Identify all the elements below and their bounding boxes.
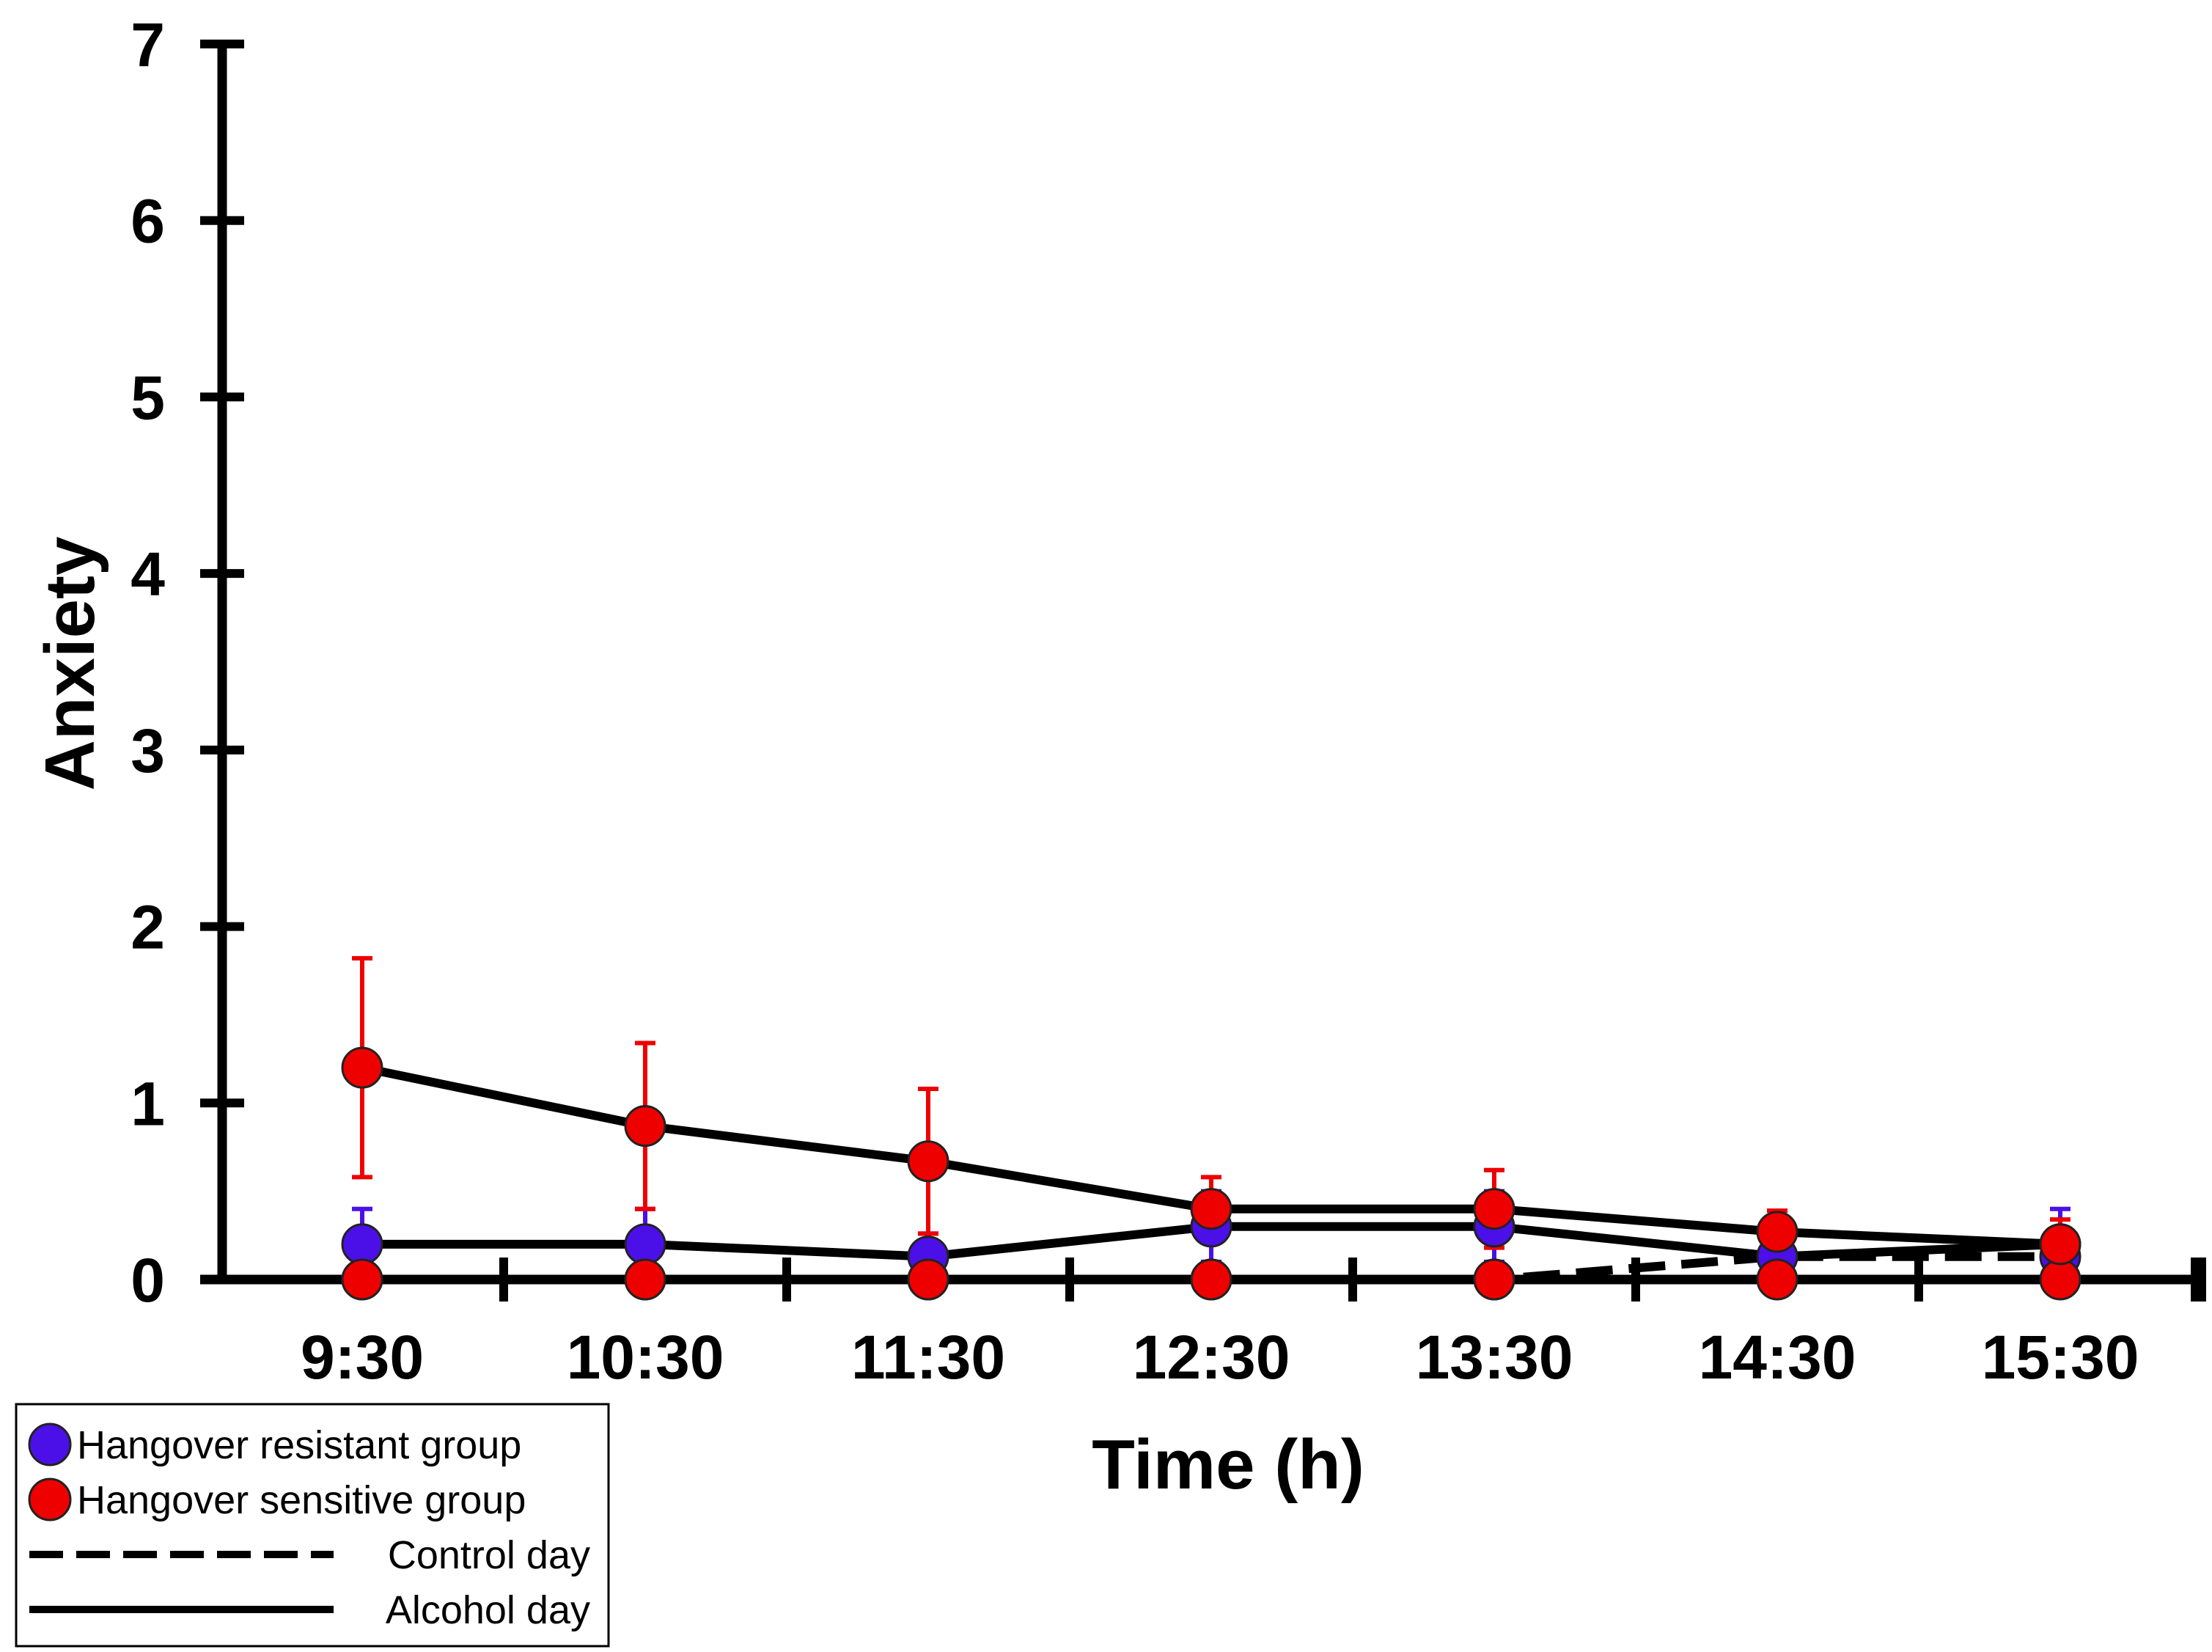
data-point-sensitive: [1473, 1188, 1515, 1230]
legend-label: Hangover sensitive group: [77, 1478, 526, 1522]
data-point-sensitive: [1756, 1258, 1798, 1301]
x-tick-label: 14:30: [1699, 1323, 1856, 1392]
data-point-sensitive: [907, 1258, 949, 1301]
y-axis-title: Anxiety: [31, 537, 109, 791]
y-tick-label: 0: [131, 1246, 165, 1315]
legend: Hangover resistant group Hangover sensiti…: [15, 1403, 610, 1648]
legend-marker: [28, 1477, 72, 1521]
legend-marker: [28, 1422, 72, 1466]
axis-labels: Anxiety Time (h): [31, 537, 1364, 1504]
data-point-sensitive: [624, 1105, 666, 1148]
data-point-sensitive: [1190, 1188, 1232, 1230]
x-tick-label: 10:30: [567, 1323, 724, 1392]
data-point-sensitive: [1190, 1258, 1232, 1301]
data-point-sensitive: [624, 1258, 666, 1301]
x-tick-label: 15:30: [1982, 1323, 2139, 1392]
x-tick-label: 13:30: [1416, 1323, 1573, 1392]
y-tick-label: 7: [131, 10, 165, 79]
legend-label: Hangover resistant group: [77, 1423, 521, 1467]
y-tick-label: 3: [131, 716, 165, 785]
data-point-sensitive: [2039, 1258, 2081, 1301]
x-axis-title: Time (h): [1092, 1425, 1364, 1504]
axes: 0 1 2 3 4 5 6 7 9:30 10:30 11:30 12:30 13:30 14:30 15:…: [131, 10, 2206, 1392]
y-tick-label: 6: [131, 187, 165, 256]
data-point-sensitive: [2039, 1223, 2081, 1266]
legend-label: Alcohol day: [386, 1588, 590, 1632]
x-tick-label: 12:30: [1133, 1323, 1290, 1392]
y-tick-label: 1: [131, 1069, 165, 1138]
y-tick-label: 2: [131, 893, 165, 962]
data-point-resistant: [624, 1223, 666, 1266]
data-markers: [341, 1046, 2081, 1301]
data-point-sensitive: [341, 1046, 383, 1089]
legend-label: Control day: [388, 1533, 590, 1577]
y-tick-label: 4: [131, 540, 165, 609]
y-tick-label: 5: [131, 363, 165, 432]
x-tick-label: 11:30: [851, 1323, 1005, 1392]
data-point-resistant: [341, 1223, 383, 1266]
data-point-sensitive: [1756, 1211, 1798, 1253]
x-tick-label: 9:30: [301, 1323, 424, 1392]
data-point-sensitive: [341, 1258, 383, 1301]
data-point-sensitive: [907, 1140, 949, 1183]
data-point-sensitive: [1473, 1258, 1515, 1301]
